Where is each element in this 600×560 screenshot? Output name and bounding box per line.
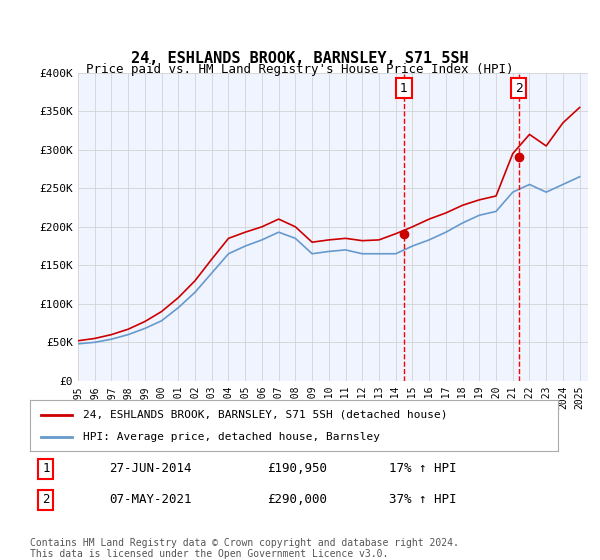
- Text: £190,950: £190,950: [268, 463, 328, 475]
- Text: Contains HM Land Registry data © Crown copyright and database right 2024.
This d: Contains HM Land Registry data © Crown c…: [30, 538, 459, 559]
- Text: 1: 1: [42, 463, 50, 475]
- Text: 17% ↑ HPI: 17% ↑ HPI: [389, 463, 457, 475]
- Text: Price paid vs. HM Land Registry's House Price Index (HPI): Price paid vs. HM Land Registry's House …: [86, 63, 514, 77]
- Text: 2: 2: [515, 82, 523, 95]
- Text: HPI: Average price, detached house, Barnsley: HPI: Average price, detached house, Barn…: [83, 432, 380, 442]
- Text: 27-JUN-2014: 27-JUN-2014: [109, 463, 192, 475]
- Text: £290,000: £290,000: [268, 493, 328, 506]
- Text: 2: 2: [42, 493, 50, 506]
- Text: 24, ESHLANDS BROOK, BARNSLEY, S71 5SH: 24, ESHLANDS BROOK, BARNSLEY, S71 5SH: [131, 52, 469, 66]
- Text: 24, ESHLANDS BROOK, BARNSLEY, S71 5SH (detached house): 24, ESHLANDS BROOK, BARNSLEY, S71 5SH (d…: [83, 409, 448, 419]
- Text: 37% ↑ HPI: 37% ↑ HPI: [389, 493, 457, 506]
- Text: 07-MAY-2021: 07-MAY-2021: [109, 493, 192, 506]
- Text: 1: 1: [400, 82, 408, 95]
